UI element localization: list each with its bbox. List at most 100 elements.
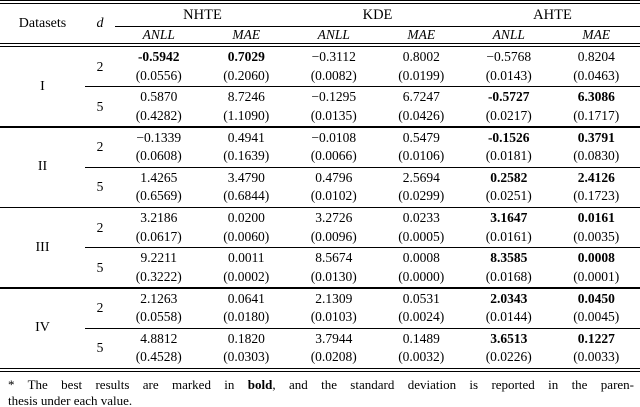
cell-value: 3.2726 — [315, 210, 353, 225]
header-ahte-mae: MAE — [582, 27, 611, 42]
header-ahte-anll: ANLL — [492, 27, 525, 42]
table-header: Datasets d NHTE KDE AHTE ANLL MAE ANLL M… — [0, 4, 640, 43]
cell-value: 0.5870 — [140, 89, 178, 104]
cell-std: (0.0001) — [573, 268, 620, 284]
cell-value: 2.1309 — [315, 290, 353, 306]
cell-std: (0.0143) — [485, 67, 532, 83]
cell-std: (0.0608) — [135, 148, 182, 163]
cell-value: 2.5694 — [402, 169, 440, 185]
header-group-ahte: AHTE — [533, 6, 572, 23]
cell-std: (0.0299) — [398, 188, 445, 203]
cell-value: 3.4790 — [227, 169, 265, 185]
subrow-divider — [85, 327, 640, 329]
cell-std: (0.1639) — [223, 148, 270, 163]
cell-std: (0.0558) — [135, 309, 182, 324]
cell-value: −0.0108 — [311, 129, 357, 145]
footnote-line-1: * The best results are marked in bold, a… — [8, 377, 634, 393]
cell-value: 3.1647 — [490, 210, 528, 225]
metric-cell: −0.1295 (0.0135) — [290, 87, 378, 126]
cell-value: −0.3112 — [311, 49, 356, 64]
footnote-text-b: , and the standard deviation is reported… — [272, 376, 634, 392]
metric-cell: -0.5727 (0.0217) — [465, 87, 553, 126]
cell-value: 3.2186 — [140, 210, 178, 225]
metric-cell: -0.5942 (0.0556) — [115, 47, 203, 86]
cell-value: −0.5768 — [486, 49, 532, 64]
cell-std: (0.3222) — [135, 268, 182, 284]
d-value: 2 — [96, 219, 104, 235]
metric-cell: 3.7944 (0.0208) — [290, 329, 378, 368]
cell-value: 1.4265 — [140, 169, 178, 185]
cell-std: (0.0168) — [485, 268, 532, 284]
cell-std: (0.0463) — [573, 67, 620, 83]
cell-value: 0.7029 — [227, 49, 265, 64]
cell-std: (0.0226) — [485, 349, 532, 364]
d-value: 2 — [96, 139, 104, 154]
cell-value: 2.4126 — [577, 169, 615, 185]
metric-cell: 8.7246 (1.1090) — [203, 87, 291, 126]
cell-value: 2.1263 — [140, 290, 178, 306]
cell-std: (0.6569) — [135, 188, 182, 203]
dataset-block-iii: III 2 3.2186 (0.0617) 0.0200 (0.0060) 3.2726 (0… — [0, 208, 640, 287]
metric-cell: 3.4790 (0.6844) — [203, 168, 291, 207]
d-value: 5 — [96, 179, 104, 194]
cell-std: (0.0199) — [398, 67, 445, 83]
dataset-label: II — [37, 159, 48, 174]
header-midrule — [115, 26, 640, 27]
footnote-text-a: The best results are marked in — [14, 376, 248, 392]
cell-std: (0.0002) — [223, 268, 270, 284]
metric-cell: 3.2726 (0.0096) — [290, 208, 378, 247]
metric-cell: 2.1263 (0.0558) — [115, 289, 203, 328]
cell-value: 0.0450 — [577, 290, 615, 306]
cell-value: −0.1295 — [311, 89, 357, 104]
cell-value: 3.6513 — [490, 330, 528, 346]
cell-std: (0.0251) — [485, 188, 532, 203]
cell-std: (0.0024) — [398, 309, 445, 324]
dataset-block-iv: IV 2 2.1263 (0.0558) 0.0641 (0.0180) 2.1309 (0.… — [0, 289, 640, 368]
metric-cell: 3.2186 (0.0617) — [115, 208, 203, 247]
metric-cell: 2.4126 (0.1723) — [553, 168, 640, 207]
metric-cell: 0.0011 (0.0002) — [203, 248, 291, 287]
cell-std: (0.0103) — [310, 309, 357, 324]
cell-std: (0.0102) — [310, 188, 357, 203]
cell-value: 4.8812 — [140, 330, 178, 346]
header-group-nhte: NHTE — [183, 6, 222, 23]
metric-cell: 8.5674 (0.0130) — [290, 248, 378, 287]
cell-std: (0.0035) — [573, 228, 620, 244]
cell-std: (0.0000) — [398, 268, 445, 284]
cell-value: 0.1820 — [227, 330, 265, 346]
metric-cell: −0.5768 (0.0143) — [465, 47, 553, 86]
cell-value: −0.1339 — [136, 129, 182, 145]
table-footnote: * The best results are marked in bold, a… — [0, 377, 640, 407]
cell-std: (0.4528) — [135, 349, 182, 364]
d-value: 2 — [96, 300, 104, 315]
dataset-label: III — [35, 239, 50, 255]
cell-std: (0.0096) — [310, 228, 357, 244]
dataset-divider — [0, 126, 640, 128]
footnote-line-2: thesis under each value. — [8, 392, 133, 407]
metric-cell: 0.0233 (0.0005) — [378, 208, 466, 247]
d-value: 5 — [96, 98, 104, 114]
cell-std: (0.0208) — [310, 349, 357, 364]
d-value: 5 — [96, 340, 104, 355]
cell-std: (0.0426) — [398, 107, 445, 123]
cell-value: 0.0641 — [227, 290, 265, 306]
cell-value: 2.0343 — [490, 290, 528, 306]
metric-cell: 0.4796 (0.0102) — [290, 168, 378, 207]
header-d: d — [96, 15, 104, 31]
metric-cell: 6.7247 (0.0426) — [378, 87, 466, 126]
cell-value: -0.5727 — [487, 89, 530, 104]
metric-cell: 9.2211 (0.3222) — [115, 248, 203, 287]
cell-value: 6.7247 — [402, 89, 440, 104]
table-bottom-rule — [0, 367, 640, 372]
metric-cell: 3.6513 (0.0226) — [465, 329, 553, 368]
cell-std: (0.4282) — [135, 107, 182, 123]
table-body: I 2 -0.5942 (0.0556) 0.7029 (0.2060) −0.3112 (0… — [0, 47, 640, 368]
cell-value: -0.1526 — [487, 129, 530, 145]
header-nhte-anll: ANLL — [142, 27, 175, 42]
metric-cell: 0.0008 (0.0000) — [378, 248, 466, 287]
cell-value: 0.3791 — [577, 129, 615, 145]
cell-value: 0.1489 — [402, 330, 440, 346]
cell-std: (0.0556) — [135, 67, 182, 83]
metric-cell: 0.7029 (0.2060) — [203, 47, 291, 86]
